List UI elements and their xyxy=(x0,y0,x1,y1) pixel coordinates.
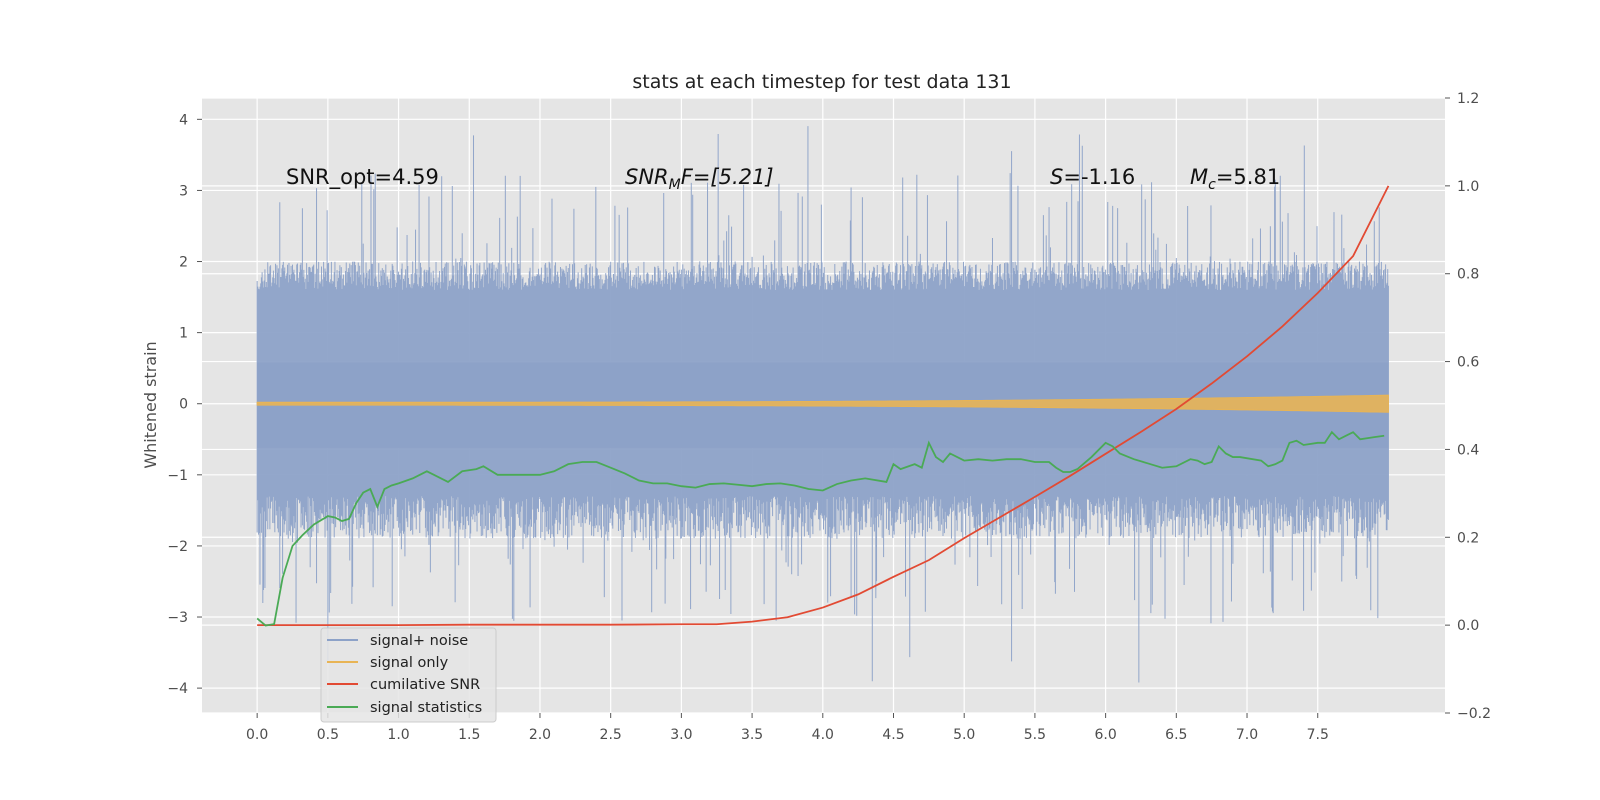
x-tick-label: 3.0 xyxy=(670,727,692,743)
annotation-mc: Mc=5.81 xyxy=(1190,165,1280,193)
x-tick-label: 5.0 xyxy=(953,727,975,743)
series-cumulative-snr xyxy=(257,185,1390,627)
y-right-tick-label: 1.0 xyxy=(1457,179,1479,195)
x-tick-label: 2.0 xyxy=(529,727,551,743)
signal-statistics-line xyxy=(256,430,1385,627)
annotation-s: S=-1.16 xyxy=(1050,165,1135,189)
legend-label-signal-noise: signal+ noise xyxy=(370,633,468,649)
y-axis-label: Whitened strain xyxy=(141,341,160,468)
y-right-tick-label: 0.6 xyxy=(1457,355,1479,371)
chart-title: stats at each timestep for test data 131 xyxy=(632,71,1011,93)
x-tick-label: 5.5 xyxy=(1024,727,1046,743)
y-tick-label: 0 xyxy=(179,397,188,413)
y-tick-label: 4 xyxy=(179,112,188,128)
annotation-mc-subscript: c xyxy=(1208,177,1216,193)
x-tick-label: 7.5 xyxy=(1307,727,1329,743)
annotation-mc-symbol: M xyxy=(1190,165,1208,189)
annotation-snr-mf-value: F=[5.21] xyxy=(681,165,774,189)
y-tick-label: −3 xyxy=(167,610,188,626)
x-tick-label: 6.0 xyxy=(1094,727,1116,743)
x-tick-label: 0.5 xyxy=(317,727,339,743)
annotation-mc-value: =5.81 xyxy=(1216,165,1280,189)
series-signal-only xyxy=(256,394,1389,413)
y-right-tick-label: 0.4 xyxy=(1457,442,1479,458)
y-right-tick-label: 0.8 xyxy=(1457,267,1479,283)
x-tick-label: 1.0 xyxy=(387,727,409,743)
annotation-snr-mf-symbol: SNR xyxy=(625,165,669,189)
y-right-tick-label: 0.2 xyxy=(1457,530,1479,546)
y-tick-label: −4 xyxy=(167,681,188,697)
annotation-snr-mf: SNRMF=[5.21] xyxy=(625,165,774,193)
y-right-tick-label: 0.0 xyxy=(1457,618,1479,634)
legend-label-signal-only: signal only xyxy=(370,655,449,671)
x-tick-label: 6.5 xyxy=(1165,727,1187,743)
cumulative-snr-line xyxy=(257,185,1390,627)
annotation-s-value: =-1.16 xyxy=(1063,165,1135,189)
legend-label-cumulative-snr: cumilative SNR xyxy=(370,677,480,693)
legend-box xyxy=(320,627,497,723)
series-signal-statistics xyxy=(256,430,1385,627)
legend: signal+ noise signal only cumilative SNR… xyxy=(320,627,497,723)
y-tick-label: 3 xyxy=(179,183,188,199)
x-tick-label: 0.0 xyxy=(246,727,268,743)
signal-only-trace xyxy=(256,394,1389,413)
x-tick-label: 3.5 xyxy=(741,727,763,743)
annotation-s-symbol: S xyxy=(1050,165,1063,189)
y-tick-label: 1 xyxy=(179,326,188,342)
x-tick-label: 4.0 xyxy=(812,727,834,743)
y-tick-label: 2 xyxy=(179,255,188,271)
x-tick-label: 4.5 xyxy=(882,727,904,743)
x-tick-label: 1.5 xyxy=(458,727,480,743)
x-tick-label: 7.0 xyxy=(1236,727,1258,743)
annotation-snr-opt: SNR_opt=4.59 xyxy=(286,165,439,190)
annotation-snr-mf-subscript: M xyxy=(669,177,681,193)
x-tick-label: 2.5 xyxy=(600,727,622,743)
legend-label-signal-statistics: signal statistics xyxy=(370,700,482,716)
y-tick-label: −1 xyxy=(167,468,188,484)
y-right-tick-label: −0.2 xyxy=(1457,706,1491,722)
axes: 0.0 0.5 1.0 1.5 2.0 2.5 3.0 3.5 4.0 4.5 5.0 5.5 6.0 6… xyxy=(167,91,1491,743)
y-right-tick-label: 1.2 xyxy=(1457,91,1479,107)
y-tick-label: −2 xyxy=(167,539,188,555)
